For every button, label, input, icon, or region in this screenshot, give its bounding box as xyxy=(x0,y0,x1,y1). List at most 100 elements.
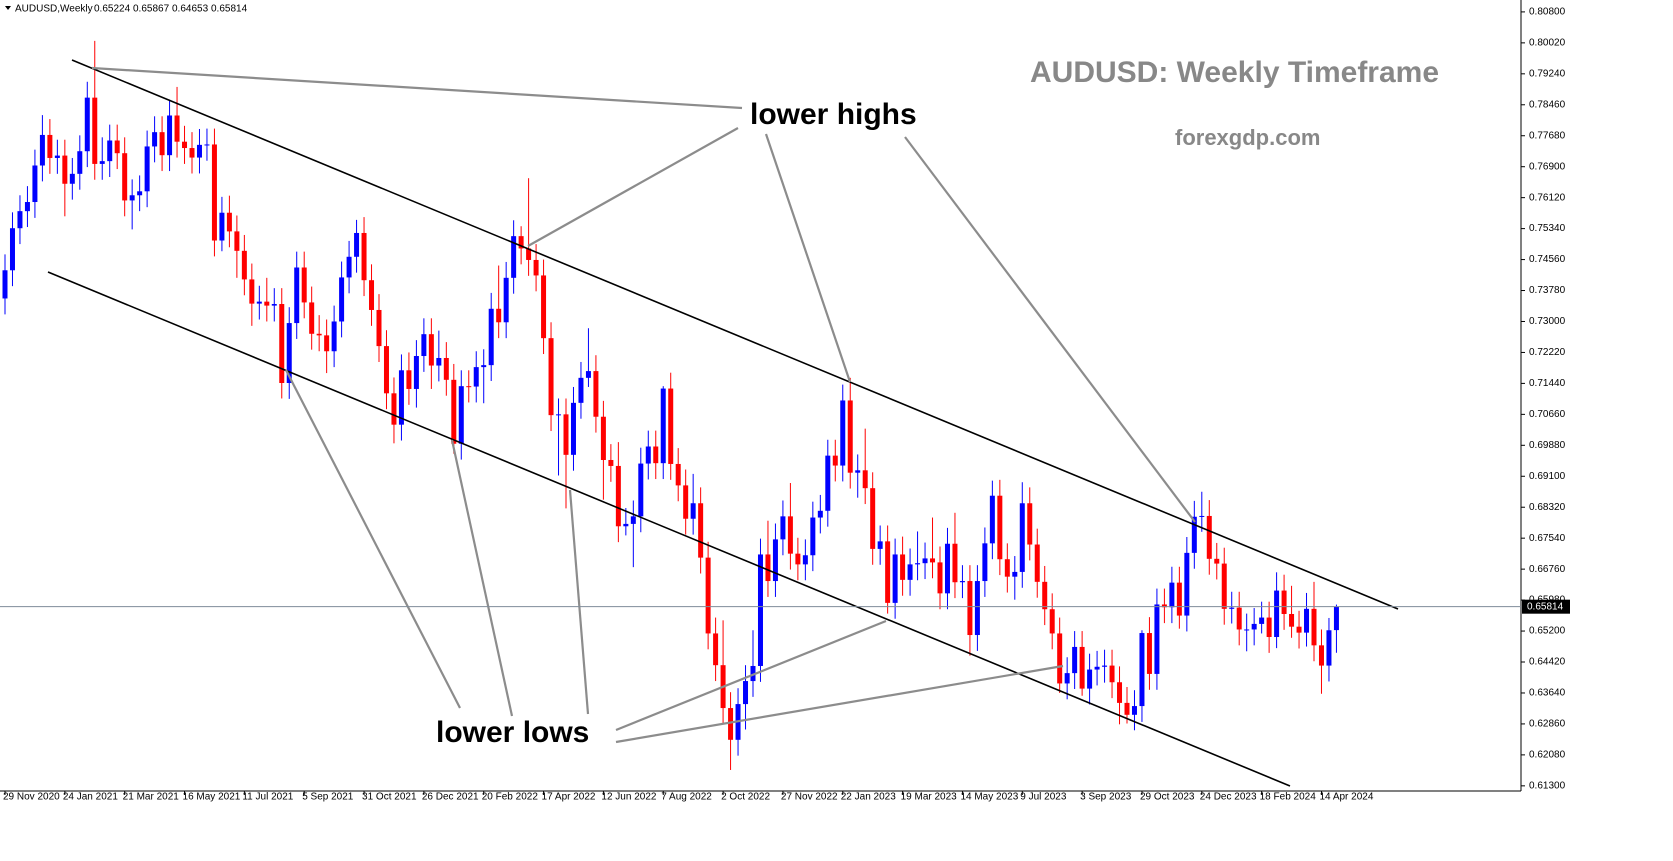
candle-body xyxy=(645,446,651,464)
candle-body xyxy=(47,134,53,158)
candle-body xyxy=(802,555,808,565)
candle-body xyxy=(1079,646,1085,689)
candle-body xyxy=(114,140,120,154)
candle xyxy=(556,398,562,476)
candle-body xyxy=(705,557,711,634)
candle xyxy=(189,132,195,174)
candle-body xyxy=(264,301,270,306)
candle-body xyxy=(189,148,195,158)
x-tick-label: 3 Sep 2023 xyxy=(1080,792,1132,803)
candle xyxy=(361,217,367,297)
y-tick-label: 0.74560 xyxy=(1529,254,1566,265)
candle-body xyxy=(421,334,427,357)
candle-body xyxy=(600,416,606,460)
candle-body xyxy=(159,132,165,156)
candle-body xyxy=(877,541,883,549)
y-tick-label: 0.61300 xyxy=(1529,780,1566,791)
candle xyxy=(1318,629,1324,694)
candle-body xyxy=(241,250,247,280)
candle xyxy=(226,195,232,248)
candle xyxy=(421,318,427,372)
candle xyxy=(653,430,659,480)
candle xyxy=(967,565,973,656)
header-high: 0.65867 xyxy=(133,4,170,15)
candle-body xyxy=(361,232,367,281)
candle xyxy=(668,372,674,480)
candle-body xyxy=(862,470,868,489)
pointer-line xyxy=(285,369,461,709)
y-tick-label: 0.73000 xyxy=(1529,316,1566,327)
candle xyxy=(137,175,143,212)
candle xyxy=(900,536,906,596)
candle xyxy=(1131,690,1137,731)
candle xyxy=(264,277,270,322)
candle-body xyxy=(840,400,846,466)
y-tick-label: 0.62860 xyxy=(1529,719,1566,730)
candle xyxy=(1034,528,1040,598)
x-tick-label: 20 Feb 2022 xyxy=(482,792,539,803)
candle xyxy=(256,285,262,320)
header-close: 0.65814 xyxy=(211,4,248,15)
header-icon xyxy=(5,6,11,10)
candle xyxy=(69,157,75,200)
candle xyxy=(877,525,883,565)
candle xyxy=(1333,604,1339,653)
candle-body xyxy=(1154,604,1160,674)
candle-body xyxy=(1012,571,1018,577)
candle xyxy=(944,527,950,610)
price-tag xyxy=(1522,599,1570,614)
candle-body xyxy=(885,541,891,603)
candle xyxy=(578,361,584,419)
candle-body xyxy=(1094,666,1100,670)
candle-body xyxy=(765,554,771,582)
candle-body xyxy=(526,248,532,260)
candle xyxy=(286,307,292,399)
candle xyxy=(810,501,816,572)
candle-body xyxy=(548,338,554,416)
symbol: AUDUSD,Weekly xyxy=(15,4,93,15)
candle xyxy=(885,525,891,614)
candle xyxy=(1057,617,1063,693)
candle-body xyxy=(99,161,105,164)
candle xyxy=(825,439,831,527)
candle xyxy=(526,178,532,276)
candle xyxy=(77,135,83,190)
candle xyxy=(698,487,704,574)
candle-body xyxy=(1131,706,1137,715)
candle-body xyxy=(1274,590,1280,638)
chart-subtitle: forexgdp.com xyxy=(1175,125,1320,150)
candle-body xyxy=(466,386,472,388)
y-tick-label: 0.63640 xyxy=(1529,688,1566,699)
candle xyxy=(630,500,636,568)
candle-body xyxy=(137,191,143,196)
candle xyxy=(974,565,980,651)
candle xyxy=(1251,608,1257,646)
y-tick-label: 0.76120 xyxy=(1529,192,1566,203)
candle xyxy=(1274,572,1280,649)
candle-body xyxy=(1117,682,1123,703)
candle xyxy=(496,265,502,339)
candle xyxy=(271,288,277,322)
y-tick-label: 0.65200 xyxy=(1529,626,1566,637)
candle-body xyxy=(1199,515,1205,517)
candle xyxy=(92,40,98,180)
candle-body xyxy=(339,277,345,322)
y-tick-label: 0.69880 xyxy=(1529,440,1566,451)
candle xyxy=(211,128,217,257)
candle-body xyxy=(1102,665,1108,667)
candle-body xyxy=(787,516,793,554)
pointer-line xyxy=(450,439,514,717)
candle xyxy=(1236,591,1242,646)
x-tick-label: 22 Jan 2023 xyxy=(841,792,896,803)
candle-body xyxy=(1161,604,1167,608)
candle xyxy=(1064,657,1070,700)
candle xyxy=(608,444,614,482)
candle xyxy=(1206,500,1212,575)
candle xyxy=(705,541,711,650)
candle-body xyxy=(1042,581,1048,610)
candle xyxy=(615,442,621,543)
candle xyxy=(1109,649,1115,699)
candle-body xyxy=(1244,629,1250,631)
candle-body xyxy=(84,97,90,152)
candle-body xyxy=(810,517,816,556)
